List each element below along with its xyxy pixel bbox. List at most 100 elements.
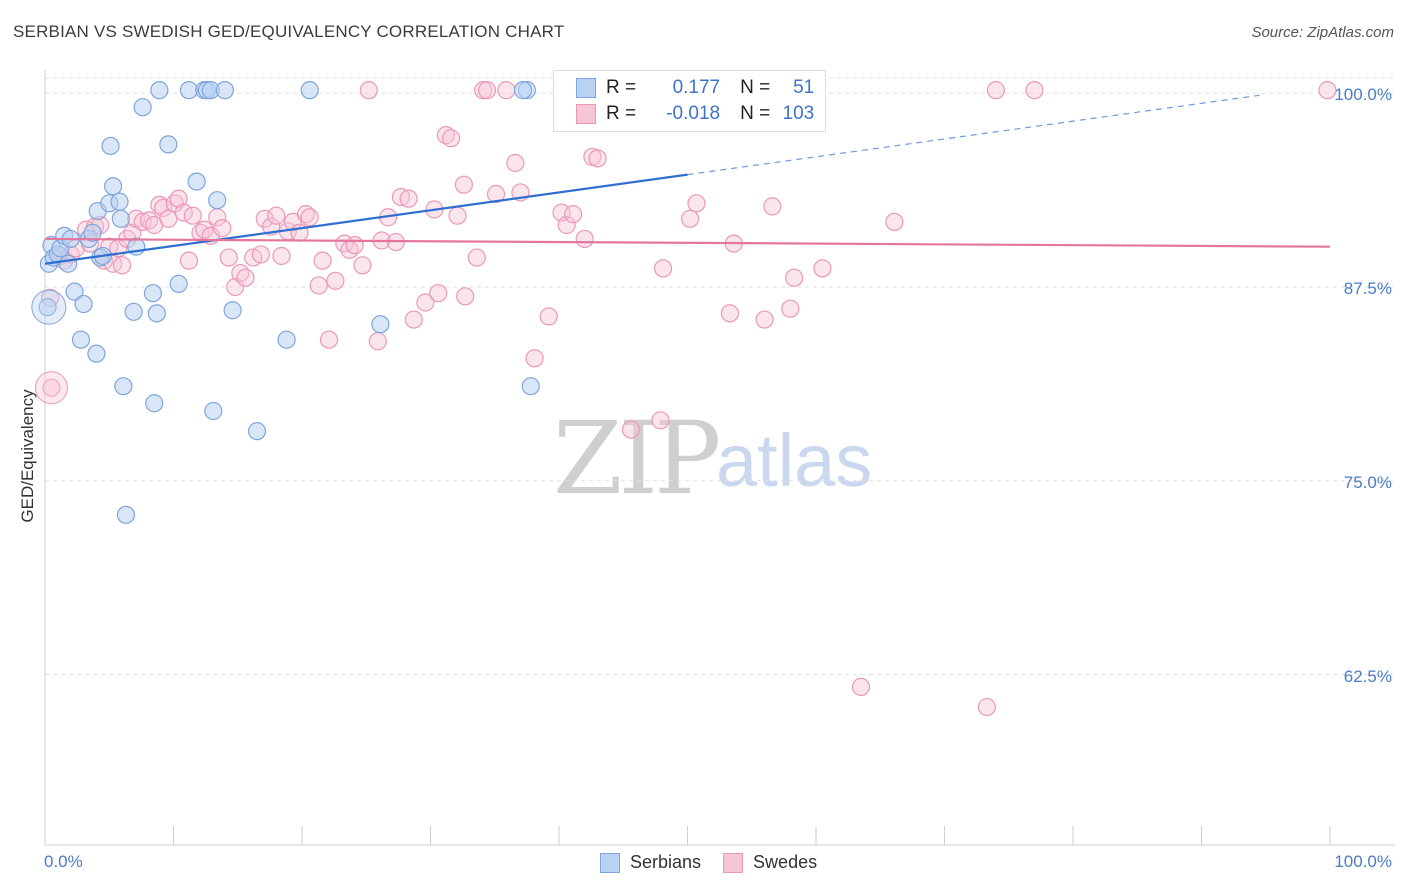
legend-row-serbians: R = 0.177 N = 51 — [576, 76, 814, 100]
y-tick-label: 87.5% — [1343, 279, 1392, 298]
swede-point — [159, 209, 178, 228]
swedes-n-value: 103 — [782, 103, 815, 124]
serbian-point — [104, 177, 123, 196]
serbians-r-label: R = — [606, 77, 637, 98]
swede-point — [154, 198, 173, 218]
swede-point — [391, 188, 411, 207]
serbian-point — [187, 172, 206, 191]
swede-point — [575, 229, 594, 249]
legend-item-serbians[interactable]: Serbians — [600, 852, 701, 873]
serbian-point — [65, 282, 84, 301]
serbian-point — [179, 81, 199, 100]
swede-point — [353, 256, 372, 275]
swede-point — [319, 330, 339, 349]
x-tick-label-max: 100.0% — [1334, 852, 1392, 871]
swede-point — [359, 81, 378, 100]
serbian-point — [87, 344, 106, 363]
serbians-swatch — [576, 78, 596, 98]
swede-point — [1025, 81, 1044, 100]
serbian-point — [521, 377, 540, 396]
swede-point — [300, 208, 319, 227]
y-tick-label: 62.5% — [1343, 666, 1392, 686]
serbians-n-label: N = — [740, 77, 771, 98]
swede-point — [651, 411, 670, 430]
swede-point — [986, 81, 1006, 100]
swede-point — [564, 205, 583, 224]
serbian-point — [111, 209, 130, 228]
serbian-point — [133, 98, 152, 117]
serbian-point — [116, 505, 136, 524]
swedes-trend-line — [44, 237, 1331, 248]
swedes-swatch — [576, 104, 596, 124]
swede-point — [251, 245, 270, 264]
swede-point — [416, 293, 435, 312]
swede-point — [436, 126, 456, 145]
serbian-point — [159, 135, 178, 154]
serbians-trend-line — [44, 173, 688, 265]
y-tick-label: 75.0% — [1343, 472, 1392, 492]
swede-point — [680, 209, 700, 228]
serbian-point — [208, 191, 227, 210]
serbian-point — [513, 81, 533, 100]
swede-point — [112, 256, 132, 275]
serbian-point — [143, 284, 163, 303]
serbian-point — [38, 298, 57, 317]
swede-point — [467, 248, 486, 267]
serbian-cluster-point — [31, 289, 67, 325]
stats-legend: R = 0.177 N = 51 R = -0.018 N = 103 — [553, 70, 826, 132]
serbian-point — [114, 377, 133, 396]
serbian-point — [300, 81, 319, 100]
serbian-point — [277, 330, 296, 349]
serbians-legend-label: Serbians — [630, 852, 702, 872]
y-axis-label: GED/Equivalency — [18, 389, 37, 523]
legend-item-swedes[interactable]: Swedes — [723, 852, 817, 873]
swede-point — [763, 197, 782, 216]
swede-point — [133, 212, 152, 231]
swede-point — [213, 219, 232, 238]
serbian-point — [110, 192, 129, 211]
swede-point — [309, 276, 328, 295]
serbian-point — [71, 330, 91, 349]
serbians-n-value: 51 — [793, 77, 815, 98]
swede-point — [720, 304, 740, 323]
swede-cluster-point — [34, 371, 68, 405]
watermark-zip: ZIP — [553, 400, 721, 517]
swede-point — [448, 206, 467, 225]
swede-point — [219, 248, 238, 267]
swede-point — [977, 697, 997, 717]
swede-point — [429, 284, 448, 303]
serbian-point — [371, 315, 390, 334]
serbians-legend-swatch — [600, 852, 620, 873]
swedes-r-label: R = — [606, 103, 637, 124]
serbian-point — [204, 401, 223, 421]
swede-point — [781, 299, 800, 318]
swede-point — [506, 153, 525, 173]
swede-point — [785, 268, 804, 287]
swede-point — [267, 206, 286, 225]
swede-point — [477, 81, 497, 100]
serbian-point — [147, 304, 166, 323]
serbian-point — [150, 81, 169, 100]
swede-point — [183, 206, 202, 225]
swedes-legend-swatch — [723, 852, 744, 873]
swede-point — [885, 212, 904, 231]
swede-point — [653, 259, 673, 278]
swede-point — [399, 189, 418, 208]
legend-row-swedes: R = -0.018 N = 103 — [576, 102, 814, 126]
y-tick-label: 100.0% — [1334, 85, 1392, 105]
swede-point — [404, 310, 423, 329]
serbian-point — [215, 81, 234, 100]
swede-point — [345, 236, 364, 255]
swede-point — [1318, 81, 1337, 100]
swede-point — [474, 81, 493, 100]
serbians-r-value: 0.177 — [672, 77, 721, 98]
serbian-point — [83, 223, 102, 242]
swede-point — [687, 194, 706, 213]
serbian-point — [247, 422, 267, 441]
swede-point — [755, 310, 774, 329]
serbian-point — [101, 136, 120, 156]
swede-point — [456, 287, 475, 306]
swede-point — [539, 307, 558, 326]
series-legend: Serbians Swedes — [600, 852, 839, 873]
